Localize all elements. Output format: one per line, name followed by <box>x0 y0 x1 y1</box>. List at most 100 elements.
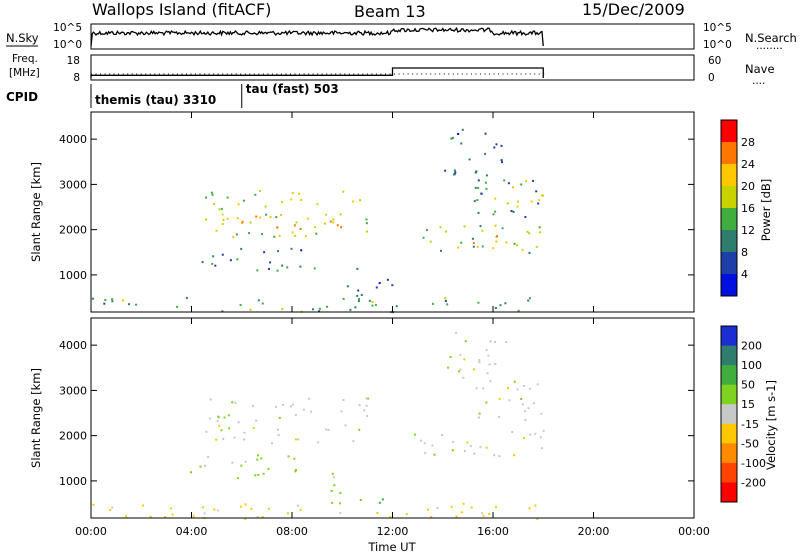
heatmap-cell <box>493 146 496 149</box>
freq-point <box>326 73 328 75</box>
heatmap-cell <box>185 297 188 299</box>
heatmap-cell <box>254 193 257 196</box>
heatmap-cell <box>457 133 460 135</box>
freq-point <box>149 73 151 75</box>
heatmap-cell <box>413 433 416 436</box>
heatmap-cell <box>208 417 211 420</box>
heatmap-cell <box>462 376 465 379</box>
heatmap-cell <box>254 474 257 477</box>
heatmap-cell <box>420 439 422 442</box>
heatmap-cell <box>459 353 462 356</box>
heatmap-cell <box>476 245 479 248</box>
heatmap-cell <box>256 269 259 272</box>
colorbar-tick-label: 16 <box>741 202 755 215</box>
heatmap-cell <box>359 499 362 501</box>
power-y-axis: 1000 2000 3000 4000 <box>59 112 695 312</box>
heatmap-cell <box>481 229 484 232</box>
heatmap-cell <box>239 304 242 306</box>
colorbar-swatch <box>721 345 737 366</box>
heatmap-cell <box>292 403 295 406</box>
time-axis-label: Time UT <box>367 540 416 554</box>
heatmap-cell <box>536 383 539 386</box>
freq-point <box>267 73 269 75</box>
heatmap-cell <box>223 416 226 419</box>
heatmap-cell <box>515 244 518 247</box>
heatmap-cell <box>358 404 361 407</box>
heatmap-cell <box>506 202 509 205</box>
freq-point <box>253 73 255 75</box>
heatmap-cell <box>256 516 259 519</box>
heatmap-cell <box>274 406 277 408</box>
freq-point <box>217 73 219 75</box>
heatmap-cell <box>277 250 279 253</box>
freq-point <box>335 73 337 75</box>
y-tick-label: 2000 <box>59 430 87 443</box>
heatmap-cell <box>300 198 303 201</box>
freq-left-tick-bottom: 8 <box>73 72 80 84</box>
freq-point <box>136 73 138 75</box>
heatmap-cell <box>460 142 463 145</box>
freq-point <box>380 73 382 75</box>
heatmap-cell <box>221 223 224 225</box>
heatmap-cell <box>528 251 531 254</box>
freq-point <box>489 73 490 75</box>
heatmap-cell <box>265 213 268 216</box>
noise-right-legend: ........ <box>756 40 783 52</box>
heatmap-cell <box>508 399 511 402</box>
heatmap-cell <box>201 261 204 263</box>
heatmap-cell <box>371 301 374 304</box>
heatmap-cell <box>492 213 495 216</box>
colorbar-swatch <box>721 384 737 405</box>
x-tick-label: 00:00 <box>75 525 107 538</box>
heatmap-cell <box>485 174 488 177</box>
heatmap-cell <box>540 194 543 197</box>
heatmap-cell <box>111 300 114 303</box>
heatmap-cell <box>534 504 537 507</box>
heatmap-cell <box>489 380 492 383</box>
x-tick-label: 20:00 <box>578 525 610 538</box>
heatmap-cell <box>541 447 544 450</box>
heatmap-cell <box>357 300 360 303</box>
freq-point <box>100 73 101 75</box>
heatmap-cell <box>378 282 381 284</box>
heatmap-cell <box>278 416 281 419</box>
y-tick-label: 3000 <box>59 384 87 397</box>
heatmap-cell <box>111 298 114 301</box>
heatmap-cell <box>378 501 381 504</box>
heatmap-cell <box>252 427 255 430</box>
heatmap-cell <box>365 397 368 400</box>
heatmap-cell <box>298 192 301 195</box>
heatmap-cell <box>226 217 229 220</box>
heatmap-cell <box>472 242 475 245</box>
freq-point <box>434 73 436 75</box>
heatmap-cell <box>104 299 107 301</box>
heatmap-cell <box>220 207 223 210</box>
heatmap-cell <box>475 387 478 390</box>
freq-point <box>195 73 196 75</box>
heatmap-cell <box>275 216 278 219</box>
heatmap-cell <box>109 509 112 511</box>
heatmap-cell <box>525 180 528 183</box>
heatmap-cell <box>340 410 343 413</box>
heatmap-cell <box>516 200 519 203</box>
heatmap-cell <box>517 309 520 312</box>
freq-point <box>167 73 169 75</box>
colorbar-frame <box>720 325 738 503</box>
heatmap-cell <box>485 349 488 351</box>
heatmap-cell <box>215 438 218 441</box>
heatmap-cell <box>482 387 485 390</box>
heatmap-cell <box>480 192 483 195</box>
heatmap-cell <box>314 226 317 229</box>
heatmap-cell <box>164 516 167 518</box>
heatmap-cell <box>296 504 299 507</box>
heatmap-cell <box>536 517 539 520</box>
freq-point <box>104 73 106 75</box>
freq-point <box>213 73 215 75</box>
heatmap-cell <box>504 302 507 305</box>
heatmap-cell <box>214 264 217 267</box>
heatmap-cell <box>444 299 447 302</box>
heatmap-cell <box>249 308 252 311</box>
heatmap-cell <box>449 356 452 358</box>
heatmap-cell <box>273 235 276 238</box>
heatmap-cell <box>302 408 305 411</box>
